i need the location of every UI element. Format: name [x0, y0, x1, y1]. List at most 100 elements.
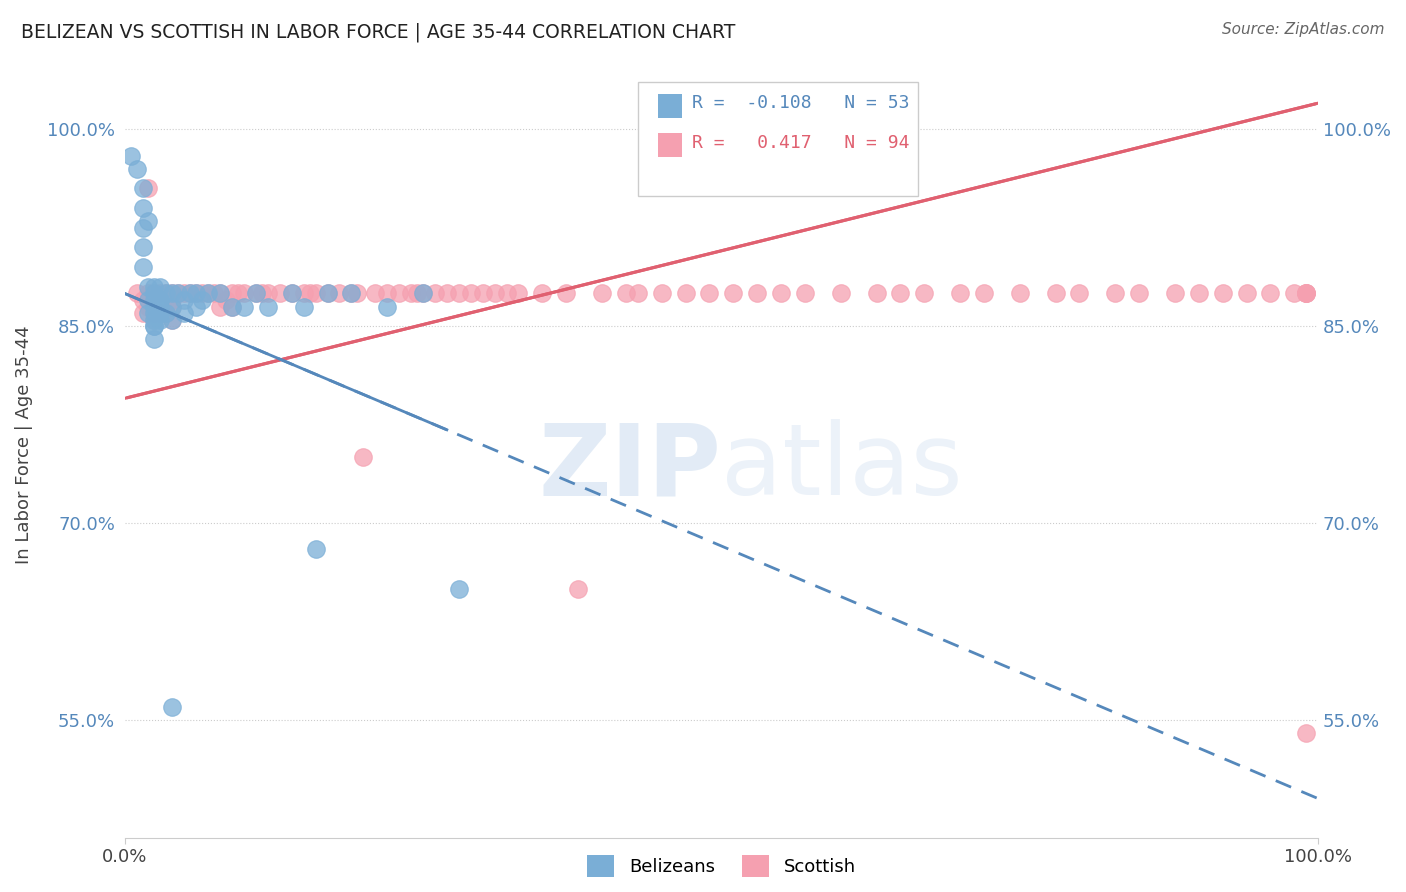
Point [149, 280, 172, 294]
Point [138, 181, 160, 195]
Bar [658, 94, 682, 118]
Point [138, 300, 160, 314]
Point [436, 286, 458, 301]
Point [186, 286, 208, 301]
Point [162, 312, 184, 326]
Text: R =   0.417   N = 94: R = 0.417 N = 94 [692, 134, 910, 152]
Point [155, 306, 177, 320]
Point [155, 286, 177, 301]
Point [912, 286, 935, 301]
Point [375, 300, 398, 314]
Point [1188, 286, 1211, 301]
Point [125, 286, 148, 301]
Point [460, 286, 482, 301]
Point [1045, 286, 1067, 301]
Point [423, 286, 446, 301]
Point [162, 300, 184, 314]
Point [131, 306, 153, 320]
Y-axis label: In Labor Force | Age 35-44: In Labor Force | Age 35-44 [15, 325, 32, 564]
Bar [658, 133, 682, 157]
Point [399, 286, 422, 301]
Point [1295, 286, 1317, 301]
Point [675, 286, 697, 301]
Point [292, 286, 315, 301]
Point [1284, 286, 1306, 301]
Point [143, 306, 166, 320]
Point [233, 300, 256, 314]
Point [138, 214, 160, 228]
Point [209, 286, 232, 301]
Point [1164, 286, 1187, 301]
Point [567, 582, 589, 596]
Point [131, 220, 153, 235]
Point [1128, 286, 1150, 301]
Point [197, 286, 219, 301]
Point [162, 699, 184, 714]
Point [375, 286, 398, 301]
Point [149, 312, 172, 326]
Point [340, 286, 363, 301]
Point [388, 286, 411, 301]
Point [131, 293, 153, 307]
Point [793, 286, 815, 301]
Point [304, 542, 326, 557]
Point [186, 286, 208, 301]
Point [138, 286, 160, 301]
Point [304, 286, 326, 301]
Point [627, 286, 650, 301]
Point [143, 332, 166, 346]
Text: R =  -0.108   N = 53: R = -0.108 N = 53 [692, 95, 910, 112]
Point [412, 286, 434, 301]
Point [508, 286, 530, 301]
Point [149, 306, 172, 320]
Point [531, 286, 554, 301]
Point [202, 286, 225, 301]
Point [406, 286, 429, 301]
Point [770, 286, 793, 301]
Point [292, 300, 315, 314]
Point [209, 300, 232, 314]
Point [346, 286, 368, 301]
Point [699, 286, 721, 301]
Point [245, 286, 267, 301]
Point [131, 260, 153, 275]
Point [209, 286, 232, 301]
Point [412, 286, 434, 301]
Point [447, 582, 470, 596]
Point [250, 286, 273, 301]
Point [131, 201, 153, 215]
Point [138, 280, 160, 294]
Point [138, 306, 160, 320]
Point [143, 319, 166, 334]
Point [149, 286, 172, 301]
Point [155, 306, 177, 320]
Point [186, 300, 208, 314]
Point [1295, 286, 1317, 301]
Point [143, 300, 166, 314]
Point [316, 286, 339, 301]
Point [1295, 286, 1317, 301]
Text: Source: ZipAtlas.com: Source: ZipAtlas.com [1222, 22, 1385, 37]
Point [162, 286, 184, 301]
Point [143, 300, 166, 314]
Point [162, 300, 184, 314]
Point [143, 306, 166, 320]
Point [1295, 286, 1317, 301]
Point [221, 300, 243, 314]
Point [162, 312, 184, 326]
Point [471, 286, 494, 301]
Point [131, 240, 153, 254]
Point [215, 293, 238, 307]
Point [143, 319, 166, 334]
Point [889, 286, 911, 301]
Point [495, 286, 517, 301]
Point [316, 286, 339, 301]
Text: ZIP: ZIP [538, 419, 721, 516]
Point [747, 286, 769, 301]
Point [191, 293, 214, 307]
Point [280, 286, 302, 301]
Point [949, 286, 972, 301]
Point [179, 286, 201, 301]
Text: atlas: atlas [721, 419, 963, 516]
Point [865, 286, 887, 301]
